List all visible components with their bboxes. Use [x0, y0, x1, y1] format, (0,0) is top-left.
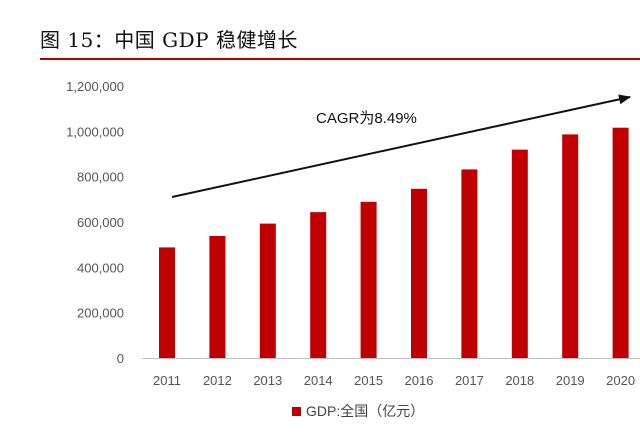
bar-2018: [511, 149, 528, 358]
x-tick-label: 2019: [556, 373, 585, 388]
y-axis-ticks: 0 200,000 400,000 600,000 800,000 1,000,000 1,…: [66, 79, 124, 366]
x-axis-ticks: 2011 2012 2013 2014 2015 2016 2017 2018 2019 2020: [153, 373, 635, 388]
x-tick-label: 2013: [253, 373, 282, 388]
bar-2017: [461, 169, 478, 358]
y-tick-label: 400,000: [77, 260, 124, 275]
x-tick-label: 2015: [354, 373, 383, 388]
y-tick-label: 800,000: [77, 170, 124, 185]
x-tick-label: 2011: [153, 373, 181, 388]
x-tick-label: 2018: [505, 373, 534, 388]
figure-title: 图 15：中国 GDP 稳健增长: [40, 28, 298, 52]
legend-label: GDP:全国（亿元）: [306, 403, 425, 419]
x-tick-label: 2017: [455, 373, 484, 388]
x-tick-label: 2014: [304, 373, 333, 388]
cagr-annotation: CAGR为8.49%: [316, 110, 417, 127]
bar-2020: [612, 127, 629, 358]
bar-2011: [159, 247, 175, 358]
bar-2019: [562, 134, 579, 358]
legend-swatch: [292, 406, 301, 416]
y-tick-label: 1,200,000: [66, 79, 124, 94]
bars: [159, 127, 629, 358]
y-tick-label: 1,000,000: [66, 124, 124, 139]
bar-2014: [310, 212, 327, 358]
y-tick-label: 600,000: [77, 215, 124, 230]
y-tick-label: 200,000: [77, 306, 124, 321]
title-rule: [40, 58, 640, 60]
y-tick-label: 0: [117, 351, 124, 366]
x-tick-label: 2012: [203, 373, 232, 388]
bar-2015: [360, 201, 377, 358]
bar-2012: [209, 235, 226, 358]
x-tick-label: 2020: [606, 373, 635, 388]
legend: GDP:全国（亿元）: [292, 401, 424, 421]
x-tick-label: 2016: [405, 373, 434, 388]
bar-2013: [259, 223, 276, 358]
cagr-trend-arrow: [171, 94, 631, 198]
bar-2016: [411, 188, 427, 358]
